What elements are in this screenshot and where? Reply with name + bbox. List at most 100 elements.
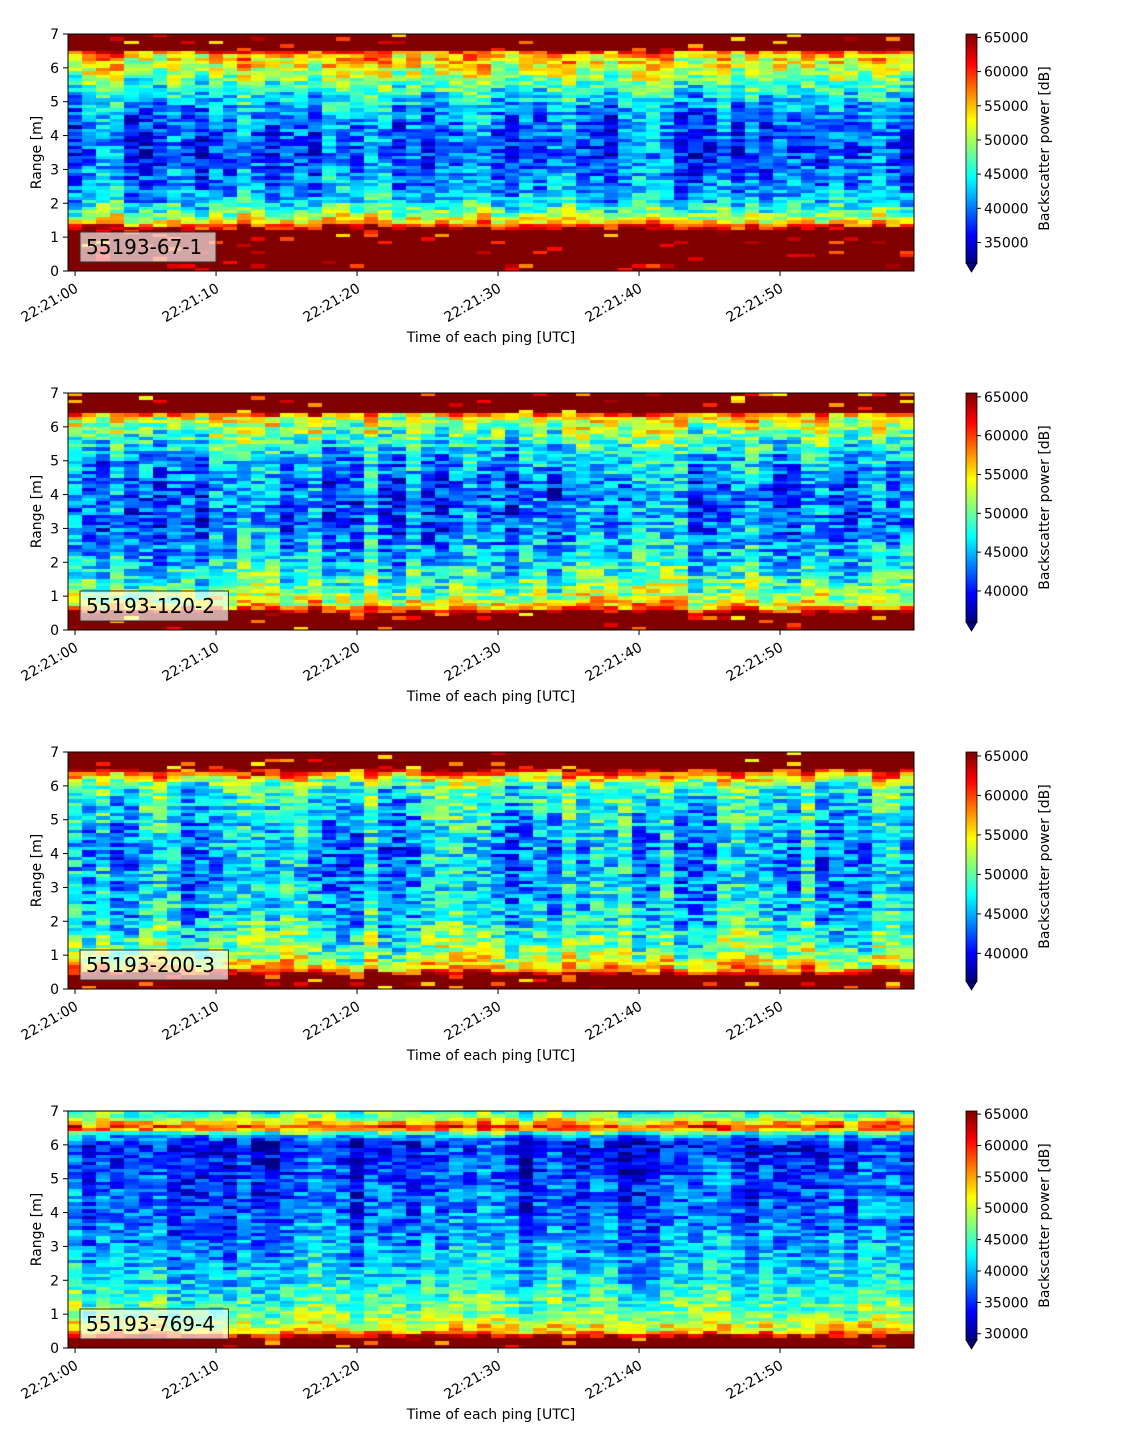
panel-label: 55193-200-3	[86, 953, 215, 977]
colorbar-segment	[966, 1278, 977, 1282]
colorbar-segment	[966, 492, 977, 495]
colorbar-segment	[966, 1286, 977, 1290]
colorbar-segment	[966, 110, 977, 113]
colorbar-segment	[966, 436, 977, 440]
colorbar-tick-label: 30000	[984, 1327, 1029, 1343]
colorbar-segment	[966, 404, 977, 407]
colorbar-segment	[966, 795, 977, 799]
colorbar-segment	[966, 944, 977, 948]
y-tick-label: 0	[50, 264, 59, 280]
colorbar-segment	[966, 1240, 977, 1244]
axes-frame	[67, 751, 915, 990]
colorbar-segment	[966, 1242, 977, 1246]
colorbar-segment	[966, 412, 977, 415]
colorbar-segment	[966, 960, 977, 963]
colorbar-segment	[966, 238, 977, 241]
colorbar-segment	[966, 1208, 977, 1211]
colorbar-tick-label: 55000	[984, 828, 1029, 844]
colorbar-segment	[966, 1210, 977, 1213]
colorbar-segment	[966, 112, 977, 115]
colorbar-segment	[966, 1217, 977, 1221]
colorbar-segment	[966, 34, 977, 37]
colorbar-segment	[966, 47, 977, 50]
colorbar-segment	[966, 1202, 977, 1206]
colorbar-segment	[966, 186, 977, 190]
colorbar-segment	[966, 137, 977, 140]
colorbar-segment	[966, 822, 977, 826]
axes-frame	[67, 33, 915, 272]
colorbar-segment	[966, 547, 977, 551]
colorbar-segment	[966, 912, 977, 915]
colorbar-segment	[966, 188, 977, 192]
colorbar-segment	[966, 526, 977, 530]
x-tick-label: 22:21:30	[442, 1358, 504, 1403]
colorbar-tick-label: 35000	[984, 235, 1029, 251]
colorbar-tick-label: 40000	[984, 201, 1029, 217]
colorbar-frame	[965, 1110, 978, 1341]
colorbar-tick-label: 55000	[984, 99, 1029, 115]
colorbar-segment	[966, 937, 977, 940]
colorbar-segment	[966, 81, 977, 85]
colorbar-segment	[966, 431, 977, 434]
colorbar-segment	[966, 517, 977, 520]
colorbar-segment	[966, 589, 977, 593]
colorbar-segment	[966, 438, 977, 442]
colorbar-segment	[966, 51, 977, 54]
colorbar-tick-label: 40000	[984, 1264, 1029, 1280]
colorbar-segment	[966, 536, 977, 539]
x-axis-label: Time of each ping [UTC]	[406, 330, 576, 346]
colorbar-segment	[966, 62, 977, 66]
colorbar-segment	[966, 868, 977, 871]
colorbar-segment	[966, 1194, 977, 1198]
colorbar-segment	[966, 1160, 977, 1164]
colorbar-segment	[966, 1248, 977, 1251]
colorbar-segment	[966, 68, 977, 71]
colorbar-tick-label: 65000	[984, 390, 1029, 406]
colorbar-segment	[966, 58, 977, 62]
colorbar-segment	[966, 557, 977, 560]
y-tick-label: 4	[50, 129, 59, 145]
y-tick-label: 5	[50, 95, 59, 111]
colorbar-segment	[966, 900, 977, 904]
colorbar-segment	[966, 461, 977, 465]
colorbar-segment	[966, 616, 977, 619]
colorbar-segment	[966, 154, 977, 157]
colorbar-segment	[966, 893, 977, 896]
colorbar-segment	[966, 41, 977, 45]
colorbar-segment	[966, 925, 977, 929]
colorbar-segment	[966, 251, 977, 255]
colorbar-segment	[966, 253, 977, 256]
colorbar-segment	[966, 1223, 977, 1227]
colorbar-segment	[966, 845, 977, 849]
colorbar-segment	[966, 177, 977, 180]
colorbar-segment	[966, 98, 977, 102]
colorbar-segment	[966, 587, 977, 591]
y-tick-label: 4	[50, 1206, 59, 1222]
colorbar-segment	[966, 454, 977, 457]
colorbar-segment	[966, 429, 977, 432]
colorbar-segment	[966, 165, 977, 169]
x-tick-label: 22:21:10	[160, 999, 222, 1044]
colorbar-segment	[966, 1298, 977, 1301]
colorbar-segment	[966, 614, 977, 617]
colorbar-segment	[966, 881, 977, 885]
colorbar-segment	[966, 501, 977, 505]
colorbar-segment	[966, 1177, 977, 1181]
colorbar-segment	[966, 476, 977, 480]
colorbar-segment	[966, 1246, 977, 1249]
colorbar-segment	[966, 1147, 977, 1150]
colorbar-segment	[966, 858, 977, 862]
colorbar-segment	[966, 1212, 977, 1215]
colorbar-extend-arrow	[965, 1339, 978, 1350]
colorbar-segment	[966, 887, 977, 890]
colorbar-segment	[966, 152, 977, 155]
y-axis-label: Range [m]	[29, 1193, 45, 1266]
colorbar-tick-label: 45000	[984, 167, 1029, 183]
colorbar-segment	[966, 475, 977, 478]
colorbar-segment	[966, 902, 977, 906]
colorbar-segment	[966, 545, 977, 549]
panel-label-box	[79, 590, 229, 622]
colorbar-segment	[966, 1326, 977, 1330]
colorbar-segment	[966, 942, 977, 946]
